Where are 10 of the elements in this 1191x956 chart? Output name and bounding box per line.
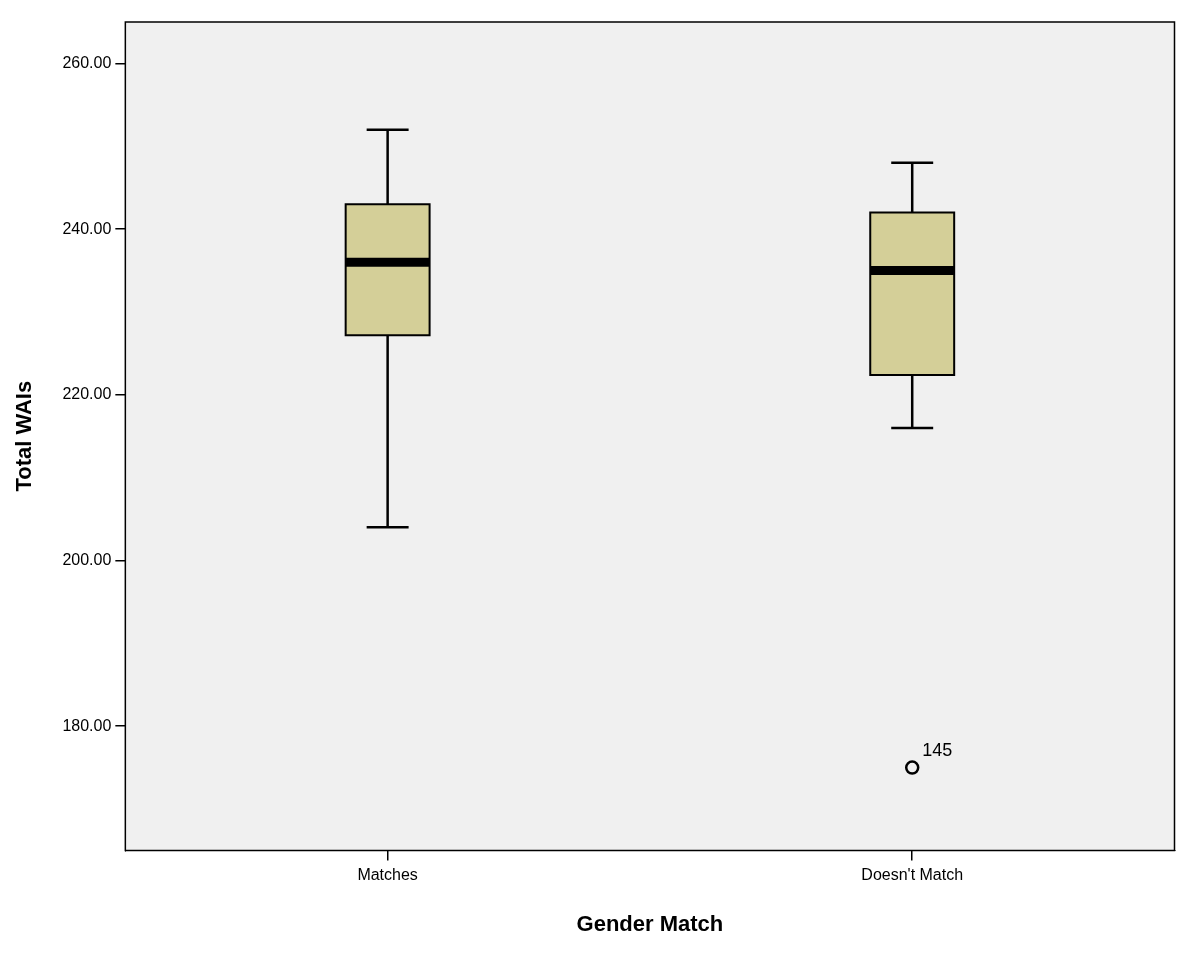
x-axis-title: Gender Match bbox=[576, 910, 724, 936]
x-tick-label: Matches bbox=[357, 866, 418, 884]
y-tick-label: 220.00 bbox=[62, 385, 112, 403]
annotation: 145 bbox=[922, 739, 953, 760]
y-tick-label: 200.00 bbox=[62, 550, 112, 568]
y-tick-label: 260.00 bbox=[62, 53, 112, 71]
y-tick-label: 180.00 bbox=[62, 716, 112, 734]
y-axis-title: Total WAIs bbox=[11, 380, 37, 492]
y-tick-label: 240.00 bbox=[62, 219, 112, 237]
x-tick-label: Doesn't Match bbox=[861, 866, 964, 884]
